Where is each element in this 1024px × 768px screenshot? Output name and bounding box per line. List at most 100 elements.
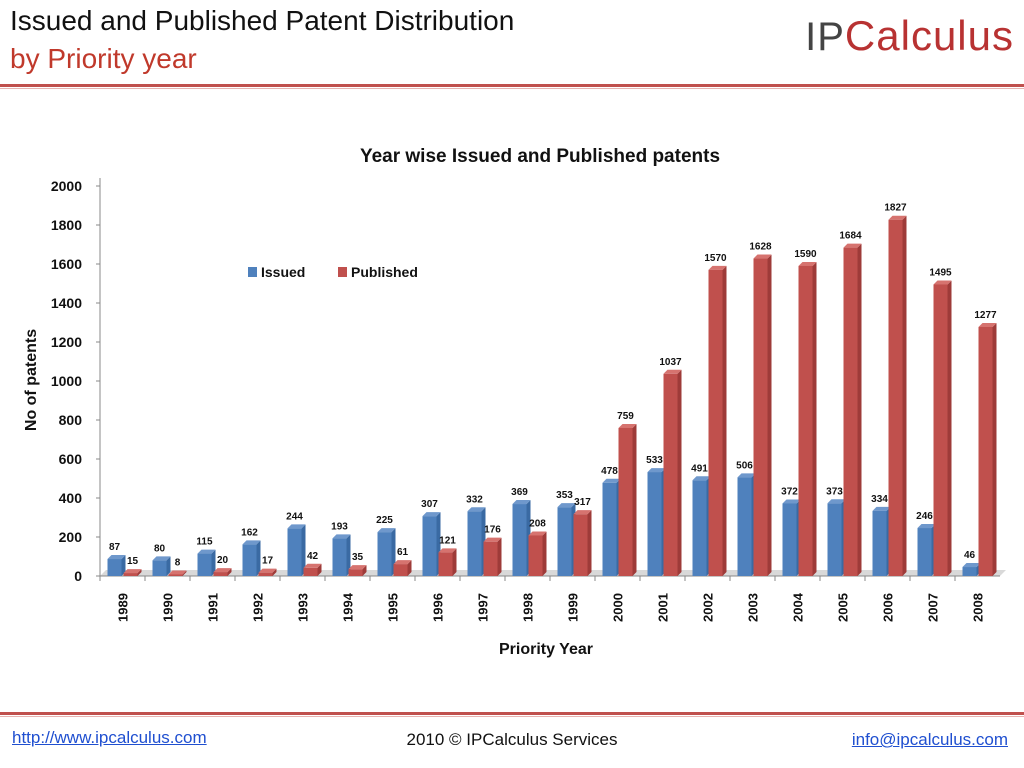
value-label-published-1996: 121 (439, 535, 456, 546)
bar-top-published-2001 (663, 369, 682, 374)
header-rule-thin (0, 88, 1024, 89)
value-label-published-1990: 8 (175, 557, 181, 568)
bar-issued-2006 (872, 510, 887, 576)
bar-issued-1994 (332, 538, 347, 576)
header-title: Issued and Published Patent Distribution (10, 5, 515, 36)
value-label-issued-2003: 506 (736, 460, 753, 471)
bar-issued-1999 (557, 507, 572, 576)
chart-floor (100, 570, 1006, 576)
bar-top-published-2006 (888, 215, 907, 220)
bar-side-published-2001 (677, 369, 682, 576)
value-label-published-2005: 1684 (839, 231, 862, 242)
bar-top-issued-2002 (692, 476, 711, 481)
bar-side-published-2004 (812, 261, 817, 576)
value-label-issued-1997: 332 (466, 494, 483, 505)
bar-published-2003 (753, 258, 768, 576)
bar-top-published-2007 (933, 280, 952, 285)
value-label-issued-1992: 162 (241, 527, 258, 538)
bar-published-2006 (888, 219, 903, 577)
footer-copyright: 2010 © IPCalculus Services (406, 730, 618, 749)
bar-issued-2005 (827, 503, 842, 576)
bar-issued-1989 (107, 559, 122, 576)
bar-top-issued-1998 (512, 500, 531, 505)
x-tick-label: 2006 (881, 593, 896, 622)
website-link[interactable]: http://www.ipcalculus.com (12, 728, 207, 747)
bar-side-issued-1992 (256, 540, 261, 576)
chart-title: Year wise Issued and Published patents (360, 146, 720, 167)
bar-top-published-1997 (483, 537, 502, 542)
bar-top-issued-2006 (872, 506, 891, 511)
bar-published-1992 (258, 572, 273, 576)
value-label-published-1993: 42 (307, 551, 319, 562)
bar-published-1995 (393, 564, 408, 576)
bar-top-issued-1990 (152, 556, 171, 561)
value-label-published-1997: 176 (484, 525, 501, 536)
bar-side-published-2007 (947, 280, 952, 576)
value-label-issued-1998: 369 (511, 487, 528, 498)
bar-top-issued-2005 (827, 499, 846, 504)
bar-top-issued-2004 (782, 499, 801, 504)
value-label-published-1995: 61 (397, 547, 409, 558)
x-tick-label: 1993 (296, 593, 311, 622)
bar-top-published-2008 (978, 322, 997, 327)
logo-ip: IP (805, 15, 845, 59)
bar-issued-1992 (242, 544, 257, 576)
bar-issued-1991 (197, 553, 212, 576)
bar-top-published-1992 (258, 568, 277, 573)
bar-side-issued-1994 (346, 534, 351, 576)
value-label-published-2008: 1277 (974, 310, 997, 321)
legend-swatch-published (338, 267, 347, 277)
bar-side-issued-1989 (121, 555, 126, 576)
x-tick-label: 2000 (611, 593, 626, 622)
x-axis-label: Priority Year (499, 641, 593, 658)
bar-side-published-2005 (857, 243, 862, 576)
bar-published-2004 (798, 265, 813, 576)
x-tick-label: 2007 (926, 593, 941, 622)
value-label-published-2000: 759 (617, 411, 634, 422)
bar-top-issued-1999 (557, 503, 576, 508)
bar-issued-2004 (782, 503, 797, 576)
y-tick-label: 1600 (51, 256, 82, 272)
footer-rule (0, 712, 1024, 715)
x-tick-label: 1995 (386, 593, 401, 622)
bar-side-published-1991 (227, 568, 232, 576)
value-label-issued-1990: 80 (154, 543, 166, 554)
value-label-published-1994: 35 (352, 552, 364, 563)
header-rule (0, 84, 1024, 87)
bar-published-2000 (618, 427, 633, 576)
bar-top-published-2000 (618, 423, 637, 428)
header-subtitle: by Priority year (10, 43, 197, 74)
bar-issued-2002 (692, 480, 707, 576)
value-label-issued-2000: 478 (601, 466, 618, 477)
bar-published-2008 (978, 326, 993, 576)
value-label-published-2004: 1590 (794, 249, 817, 260)
bar-side-published-1996 (452, 548, 457, 576)
email-link[interactable]: info@ipcalculus.com (851, 730, 1008, 749)
value-label-issued-2007: 246 (916, 511, 933, 522)
bar-issued-2003 (737, 477, 752, 576)
bar-top-issued-1995 (377, 528, 396, 533)
bar-top-issued-2001 (647, 468, 666, 473)
bar-issued-2008 (962, 567, 977, 576)
legend-label-issued: Issued (261, 264, 305, 280)
bar-top-published-1990 (168, 570, 187, 575)
bar-side-published-2006 (902, 215, 907, 577)
bar-top-published-2005 (843, 243, 862, 248)
x-tick-label: 1989 (116, 593, 131, 622)
y-tick-label: 600 (59, 451, 83, 467)
bar-top-published-2004 (798, 261, 817, 266)
bar-side-issued-1991 (211, 549, 216, 576)
bar-published-1994 (348, 569, 363, 576)
x-tick-label: 2005 (836, 593, 851, 622)
legend-swatch-issued (248, 267, 257, 277)
bar-issued-2001 (647, 472, 662, 576)
y-tick-label: 1200 (51, 334, 82, 350)
bar-published-1991 (213, 572, 228, 576)
y-tick-label: 200 (59, 529, 83, 545)
y-tick-label: 0 (74, 568, 82, 584)
bar-top-published-2002 (708, 265, 727, 270)
x-tick-label: 1999 (566, 593, 581, 622)
bar-top-published-2003 (753, 254, 772, 259)
x-tick-label: 1992 (251, 593, 266, 622)
bar-top-published-1991 (213, 568, 232, 573)
